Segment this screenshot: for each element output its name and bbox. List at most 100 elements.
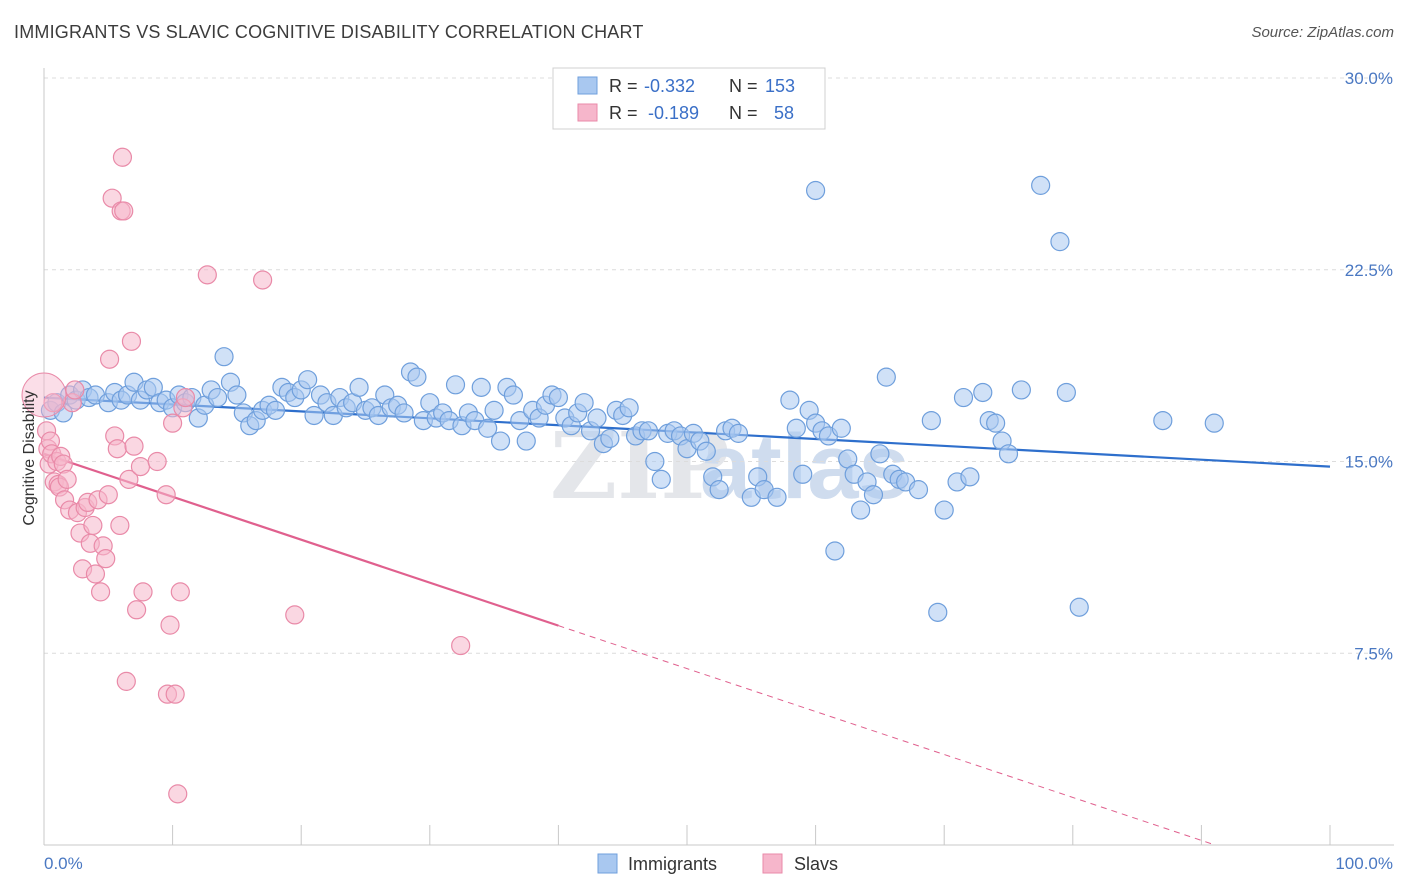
point-immigrants: [1050, 232, 1070, 252]
point-immigrants: [587, 408, 607, 428]
point-immigrants: [407, 367, 427, 387]
y-tick-label: 7.5%: [1354, 644, 1393, 663]
point-immigrants: [208, 387, 228, 408]
stats-legend-box: [552, 67, 826, 130]
point-slavs: [96, 549, 116, 569]
point-immigrants: [921, 410, 941, 431]
point-slavs: [175, 387, 196, 408]
data-points: [21, 147, 1224, 804]
point-slavs: [253, 270, 273, 290]
point-immigrants: [863, 485, 884, 505]
point-immigrants: [870, 444, 890, 464]
point-slavs: [119, 469, 139, 489]
y-axis-title: Cognitive Disability: [21, 390, 38, 525]
y-tick-label: 30.0%: [1345, 69, 1393, 88]
series-legend: Immigrants Slavs: [597, 853, 838, 874]
point-slavs: [147, 451, 167, 472]
point-immigrants: [1153, 410, 1173, 431]
stats-legend-swatch-immigrants: [577, 76, 598, 95]
point-immigrants: [831, 418, 851, 438]
point-immigrants: [214, 347, 234, 367]
point-immigrants: [1056, 382, 1076, 403]
point-slavs: [170, 582, 190, 602]
legend-label-immigrants: Immigrants: [628, 854, 717, 874]
point-immigrants: [445, 375, 466, 395]
point-immigrants: [349, 377, 369, 397]
point-slavs: [57, 469, 77, 489]
point-slavs: [133, 582, 153, 602]
point-immigrants: [1069, 597, 1089, 617]
point-immigrants: [780, 390, 800, 410]
point-immigrants: [548, 387, 569, 408]
point-slavs: [121, 331, 142, 351]
point-immigrants: [1204, 413, 1224, 433]
y-tick-label: 15.0%: [1345, 453, 1393, 472]
point-slavs: [65, 380, 85, 400]
point-immigrants: [600, 428, 620, 449]
legend-swatch-immigrants: [597, 853, 618, 874]
point-slavs: [163, 413, 183, 433]
point-immigrants: [709, 480, 729, 500]
point-immigrants: [825, 541, 845, 561]
stats-r-label-immigrants: R =: [609, 76, 638, 96]
grid-lines: [44, 77, 1394, 654]
point-immigrants: [786, 418, 806, 438]
point-immigrants: [298, 370, 318, 390]
point-immigrants: [696, 441, 716, 461]
point-slavs: [114, 201, 134, 221]
point-immigrants: [516, 431, 536, 451]
point-immigrants: [645, 451, 665, 472]
chart-title: IMMIGRANTS VS SLAVIC COGNITIVE DISABILIT…: [14, 22, 644, 42]
point-immigrants: [638, 421, 659, 441]
point-immigrants: [998, 444, 1019, 464]
point-immigrants: [265, 400, 286, 420]
point-slavs: [99, 349, 120, 369]
point-immigrants: [1031, 175, 1051, 195]
stats-legend: R = -0.332 N = 153 R = -0.189 N = 58: [552, 67, 826, 130]
x-tick-label: 100.0%: [1335, 854, 1393, 873]
point-immigrants: [928, 602, 948, 622]
point-immigrants: [227, 385, 247, 405]
point-immigrants: [908, 480, 929, 500]
x-tick-label: 0.0%: [44, 854, 83, 873]
trend-line-extension-slavs: [558, 625, 1216, 846]
point-immigrants: [304, 405, 324, 426]
point-immigrants: [960, 467, 980, 487]
point-immigrants: [728, 423, 749, 443]
point-slavs: [43, 393, 63, 413]
chart-source: Source: ZipAtlas.com: [1251, 24, 1394, 41]
point-slavs: [126, 600, 147, 620]
point-slavs: [98, 485, 118, 505]
point-slavs-cluster: [21, 372, 67, 418]
point-immigrants: [986, 413, 1006, 433]
point-slavs: [168, 784, 188, 804]
stats-r-value-immigrants: -0.332: [644, 76, 695, 96]
point-slavs: [85, 564, 106, 584]
point-immigrants: [651, 469, 671, 489]
point-slavs: [116, 671, 136, 691]
point-slavs: [285, 605, 305, 625]
point-immigrants: [510, 410, 530, 431]
point-slavs: [160, 615, 180, 635]
point-immigrants: [953, 387, 974, 408]
point-slavs: [110, 515, 130, 536]
point-immigrants: [574, 393, 594, 413]
point-slavs: [451, 635, 471, 656]
point-immigrants: [973, 382, 993, 403]
point-immigrants: [503, 385, 523, 405]
point-slavs: [130, 457, 151, 477]
point-immigrants: [805, 180, 826, 201]
stats-legend-swatch-slavs: [577, 103, 598, 122]
point-slavs: [197, 265, 217, 285]
point-immigrants: [793, 464, 813, 484]
point-immigrants: [394, 403, 414, 423]
stats-r-value-slavs: -0.189: [648, 103, 699, 123]
point-slavs: [124, 436, 144, 456]
point-immigrants: [1011, 380, 1031, 400]
stats-n-value-immigrants: 153: [765, 76, 795, 96]
point-immigrants: [471, 377, 491, 397]
point-slavs: [112, 147, 133, 167]
y-tick-label: 22.5%: [1345, 261, 1393, 280]
point-immigrants: [619, 398, 639, 418]
